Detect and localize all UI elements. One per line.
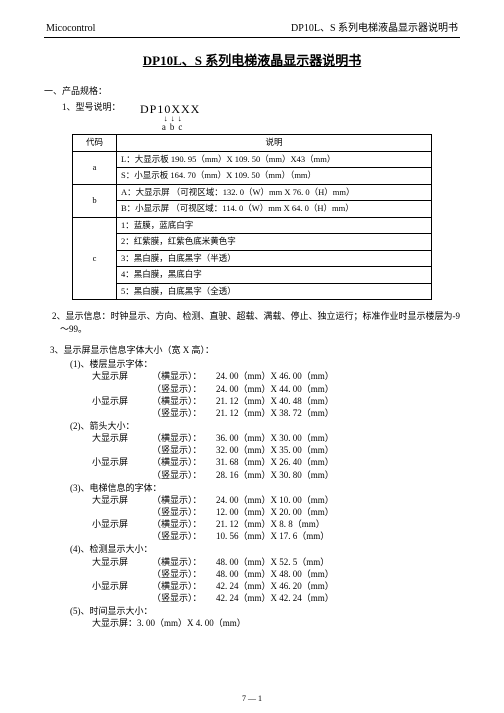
header-left: Micocontrol [46,22,95,36]
cell-b1: A：大显示屏 （可视区域：132. 0（W）mm X 76. 0（H）mm） [117,184,432,200]
dim-label: 小显示屏 [92,456,152,468]
code-a: a [73,151,117,184]
dim-row: （竖显示）：21. 12（mm）X 38. 72（mm） [92,407,460,419]
dim-value: 42. 24（mm）X 46. 20（mm） [216,580,334,592]
dim-row: （竖显示）：42. 24（mm）X 42. 24（mm） [92,592,460,604]
dim-value: 24. 00（mm）X 10. 00（mm） [216,494,334,506]
dim-value: 48. 00（mm）X 52. 5（mm） [216,556,329,568]
dim-mode: （竖显示）： [152,383,216,395]
dim-mode: （竖显示）： [152,592,216,604]
dim-value: 48. 00（mm）X 48. 00（mm） [216,568,334,580]
dim-row: （竖显示）：48. 00（mm）X 48. 00（mm） [92,568,460,580]
cell-b2: B：小显示屏 （可视区域：114. 0（W）mm X 64. 0（H）mm） [117,201,432,217]
dim-mode: （横显示）： [152,556,216,568]
dim-mode: （横显示）： [152,494,216,506]
cell-c5: 5：黑白膜，白底黑字（全透） [117,283,432,299]
dim-value: 21. 12（mm）X 8. 8（mm） [216,518,325,530]
model-abc: abc [148,123,200,132]
dim-label [92,383,152,395]
cell-c4: 4：黑白膜，黑底白字 [117,267,432,283]
cell-c1: 1：蓝膜，蓝底白字 [117,217,432,233]
cell-c2: 2：红紫膜，红紫色底米黄色字 [117,234,432,250]
dim-mode: （竖显示）： [152,568,216,580]
dim-value: 42. 24（mm）X 42. 24（mm） [216,592,334,604]
dim-label [92,469,152,481]
dim-value: 32. 00（mm）X 35. 00（mm） [216,444,334,456]
dim-mode: （横显示）： [152,370,216,382]
dim-label: 小显示屏 [92,580,152,592]
dim-row: 大显示屏（横显示）：24. 00（mm）X 10. 00（mm） [92,494,460,506]
dim-label: 大显示屏 [92,556,152,568]
dim-label [92,407,152,419]
group-3-title: (3)、电梯信息的字体： [70,482,460,494]
dim-row: （竖显示）：12. 00（mm）X 20. 00（mm） [92,506,460,518]
cell-a2: S：小显示板 164. 70（mm）X 109. 50（mm）（mm） [117,168,432,184]
dim-mode: （竖显示）： [152,407,216,419]
page-footer: 7 — 1 [0,694,504,705]
dim-row: （竖显示）：28. 16（mm）X 30. 80（mm） [92,469,460,481]
cell-a1: L：大显示板 190. 95（mm）X 109. 50（mm）X43（mm） [117,151,432,167]
model-label: 1、型号说明： [62,101,140,113]
dim-row: 大显示屏（横显示）：24. 00（mm）X 46. 00（mm） [92,370,460,382]
dim-value: 28. 16（mm）X 30. 80（mm） [216,469,334,481]
dim-row: 大显示屏（横显示）：48. 00（mm）X 52. 5（mm） [92,556,460,568]
code-b: b [73,184,117,217]
dim-row: 大显示屏（横显示）：36. 00（mm）X 30. 00（mm） [92,432,460,444]
dim-row: 小显示屏（横显示）：42. 24（mm）X 46. 20（mm） [92,580,460,592]
code-table: 代码说明 aL：大显示板 190. 95（mm）X 109. 50（mm）X43… [72,134,432,300]
code-c: c [73,217,117,299]
dim-label: 大显示屏 [92,370,152,382]
dim-row: （竖显示）：24. 00（mm）X 44. 00（mm） [92,383,460,395]
dim-value: 36. 00（mm）X 30. 00（mm） [216,432,334,444]
section-1-label: 一、产品规格： [44,85,460,97]
dim-mode: （横显示）： [152,518,216,530]
dim-value: 24. 00（mm）X 46. 00（mm） [216,370,334,382]
dim-value: 10. 56（mm）X 17. 6（mm） [216,530,329,542]
dim-label [92,530,152,542]
dim-row: 小显示屏（横显示）：21. 12（mm）X 8. 8（mm） [92,518,460,530]
dim-label: 大显示屏 [92,494,152,506]
dim-label [92,592,152,604]
dim-row: （竖显示）：10. 56（mm）X 17. 6（mm） [92,530,460,542]
group-1-title: (1)、楼层显示字体： [70,358,460,370]
dim-mode: （横显示）： [152,395,216,407]
dim-label: 小显示屏 [92,395,152,407]
dim-value: 12. 00（mm）X 20. 00（mm） [216,506,334,518]
dim-mode: （竖显示）： [152,530,216,542]
doc-title: DP10L、S 系列电梯液晶显示器说明书 [44,52,460,70]
page-header: Micocontrol DP10L、S 系列电梯液晶显示器说明书 [44,22,460,38]
header-right: DP10L、S 系列电梯液晶显示器说明书 [291,22,458,36]
dim-label: 大显示屏 [92,432,152,444]
dim-label [92,444,152,456]
group-2-title: (2)、箭头大小： [70,420,460,432]
dim-row: 小显示屏（横显示）：21. 12（mm）X 40. 48（mm） [92,395,460,407]
dim-value: 31. 68（mm）X 26. 40（mm） [216,456,334,468]
dim-mode: （横显示）： [152,580,216,592]
dim-mode: （横显示）： [152,432,216,444]
time-dim-row: 大显示屏：3. 00（mm）X 4. 00（mm） [92,617,460,629]
dim-label [92,568,152,580]
dim-value: 24. 00（mm）X 44. 00（mm） [216,383,334,395]
dim-mode: （竖显示）： [152,469,216,481]
group-5-title: (5)、时间显示大小： [70,605,460,617]
dim-label [92,506,152,518]
dim-value: 21. 12（mm）X 38. 72（mm） [216,407,334,419]
th-code: 代码 [73,135,117,151]
dim-value: 21. 12（mm）X 40. 48（mm） [216,395,334,407]
dim-mode: （横显示）： [152,456,216,468]
section-3-title: 3、显示屏显示信息字体大小（宽 X 高）： [50,344,460,356]
dim-mode: （竖显示）： [152,444,216,456]
dim-label: 小显示屏 [92,518,152,530]
dim-row: （竖显示）：32. 00（mm）X 35. 00（mm） [92,444,460,456]
cell-c3: 3：黑白膜，白底黑字（半透） [117,250,432,266]
paragraph-2: 2、显示信息：时钟显示、方向、检测、直驶、超载、满载、停止、独立运行；标准作业时… [52,310,460,336]
group-4-title: (4)、检测显示大小： [70,543,460,555]
dim-row: 小显示屏（横显示）：31. 68（mm）X 26. 40（mm） [92,456,460,468]
th-desc: 说明 [117,135,432,151]
dim-mode: （竖显示）： [152,506,216,518]
model-row: 1、型号说明： DP10XXX ↓↓↓ abc [62,101,460,132]
